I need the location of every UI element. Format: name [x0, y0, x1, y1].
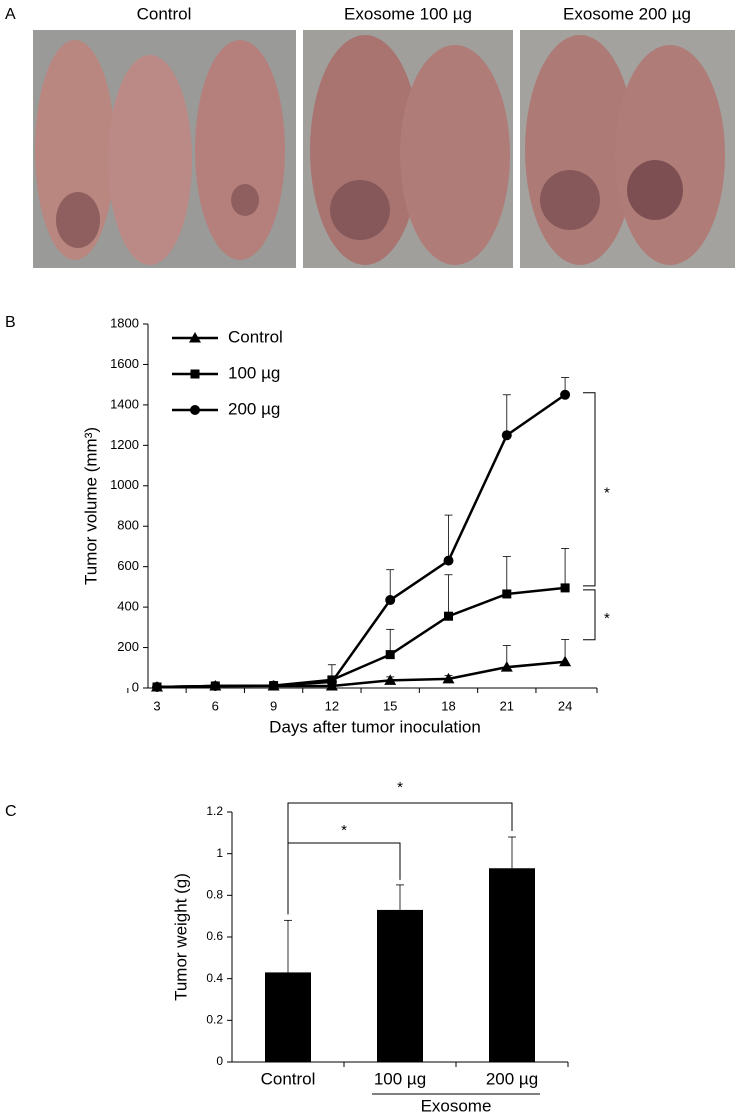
y-axis-label: Tumor volume (mm³)	[81, 427, 100, 585]
y-tick-label: 1	[216, 846, 223, 860]
y-tick-label: 800	[117, 518, 139, 533]
significance-label: *	[397, 779, 403, 796]
y-tick-label: 1.2	[206, 804, 223, 818]
marker	[559, 655, 572, 667]
photo-caption: Exosome 200 µg	[563, 4, 691, 23]
marker	[444, 611, 453, 621]
photo	[520, 30, 735, 268]
marker	[384, 674, 397, 685]
y-tick-label: 0.6	[206, 929, 223, 943]
panel-label: A	[5, 6, 16, 23]
significance-bracket	[583, 589, 596, 641]
marker	[560, 583, 570, 593]
legend-label: 100 µg	[228, 363, 280, 382]
significance-label: *	[341, 822, 347, 839]
y-tick-label: 1400	[110, 396, 139, 411]
legend-label: Control	[228, 327, 283, 346]
marker	[189, 332, 201, 343]
x-tick-label: 18	[441, 698, 455, 713]
y-tick-label: 0	[216, 1054, 223, 1068]
y-tick-label: 1600	[110, 356, 139, 371]
y-axis-label: Tumor weight (g)	[171, 873, 190, 1001]
y-tick-label: 400	[117, 599, 139, 614]
y-tick-label: 0	[132, 679, 139, 694]
photo	[303, 30, 513, 268]
group-label: Exosome	[421, 1096, 492, 1115]
series-line	[156, 393, 566, 689]
marker	[268, 680, 279, 691]
y-tick-label: 200	[117, 639, 139, 654]
marker	[190, 369, 200, 379]
marker	[385, 650, 395, 660]
marker	[560, 389, 571, 400]
x-tick-label: 12	[325, 698, 339, 713]
y-tick-label: 0.8	[206, 888, 223, 902]
y-tick-label: 0.2	[206, 1013, 223, 1027]
marker	[502, 589, 512, 599]
legend-label: 200 µg	[228, 399, 280, 418]
x-tick-label: 3	[153, 698, 160, 713]
panel-label: B	[5, 314, 16, 331]
photo-caption: Exosome 100 µg	[344, 4, 472, 23]
y-tick-label: 600	[117, 558, 139, 573]
x-tick-label: 21	[500, 698, 514, 713]
photo	[33, 30, 296, 268]
x-tick-label: 15	[383, 698, 397, 713]
x-tick-label: 6	[212, 698, 219, 713]
marker	[210, 680, 221, 691]
marker	[385, 595, 396, 606]
marker	[443, 555, 454, 566]
significance-bracket	[287, 802, 513, 843]
significance-label: *	[604, 610, 610, 627]
y-tick-label: 1800	[110, 315, 139, 330]
bar	[377, 909, 423, 1062]
marker	[442, 672, 455, 684]
significance-bracket	[583, 392, 596, 587]
marker	[500, 661, 513, 672]
y-tick-label: 1200	[110, 437, 139, 452]
x-tick-label: Control	[261, 1069, 316, 1088]
significance-label: *	[604, 484, 610, 501]
x-axis-label: Days after tumor inoculation	[269, 717, 481, 736]
photo-caption: Control	[137, 4, 192, 23]
panel-label: C	[5, 803, 17, 820]
marker	[326, 676, 337, 687]
marker	[501, 430, 512, 441]
y-tick-label: 0.4	[206, 971, 223, 985]
x-tick-label: 100 µg	[374, 1069, 426, 1088]
series-line	[156, 586, 566, 689]
x-tick-label: 200 µg	[486, 1069, 538, 1088]
marker	[152, 681, 162, 692]
x-tick-label: 9	[270, 698, 277, 713]
marker	[190, 405, 200, 415]
x-tick-label: 24	[558, 698, 572, 713]
significance-bracket	[287, 842, 401, 915]
bar	[265, 972, 311, 1062]
y-tick-label: 1000	[110, 477, 139, 492]
bar	[489, 868, 535, 1062]
